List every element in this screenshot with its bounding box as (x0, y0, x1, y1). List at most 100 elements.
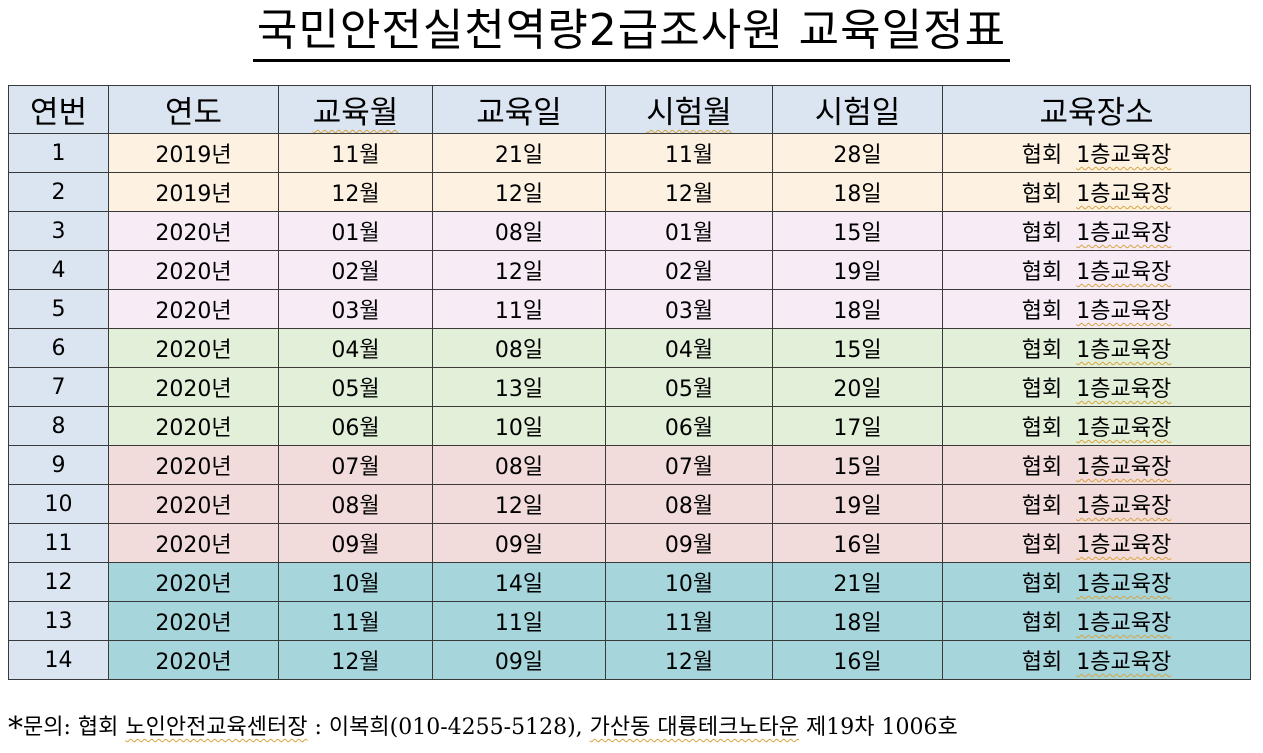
row-exam-month: 03월 (605, 289, 773, 329)
row-no: 3 (8, 211, 109, 251)
row-place: 협회 1층교육장 (942, 328, 1251, 368)
table-row: 12 2020년 10월 14일 10월 21일 협회 1층교육장 (8, 562, 1251, 602)
row-exam-day: 19일 (772, 484, 943, 524)
row-place: 협회 1층교육장 (942, 484, 1251, 524)
row-place-org: 협회 (1021, 377, 1063, 402)
row-edu-day: 09일 (432, 640, 606, 680)
row-place-org: 협회 (1021, 299, 1063, 324)
row-place-room: 1층교육장 (1076, 494, 1172, 519)
row-edu-month: 10월 (278, 562, 433, 602)
row-year: 2020년 (108, 289, 279, 329)
row-place-org: 협회 (1021, 494, 1063, 519)
row-place-room: 1층교육장 (1076, 455, 1172, 480)
row-edu-month: 02월 (278, 250, 433, 290)
row-no: 1 (8, 133, 109, 173)
row-edu-day: 12일 (432, 484, 606, 524)
note-label: 문의: 협회 (23, 715, 126, 740)
note-address: 제19차 1006호 (799, 715, 958, 740)
row-year: 2020년 (108, 328, 279, 368)
row-edu-month: 05월 (278, 367, 433, 407)
table-row: 4 2020년 02월 12일 02월 19일 협회 1층교육장 (8, 250, 1251, 290)
row-place-org: 협회 (1021, 338, 1063, 363)
row-no: 13 (8, 601, 109, 641)
table-row: 9 2020년 07월 08일 07월 15일 협회 1층교육장 (8, 445, 1251, 485)
row-exam-day: 15일 (772, 445, 943, 485)
row-exam-month: 05월 (605, 367, 773, 407)
header-exam-day: 시험일 (772, 85, 943, 134)
row-exam-day: 19일 (772, 250, 943, 290)
row-no: 4 (8, 250, 109, 290)
row-place-room: 1층교육장 (1076, 377, 1172, 402)
row-exam-month: 11월 (605, 133, 773, 173)
row-exam-day: 18일 (772, 601, 943, 641)
row-place: 협회 1층교육장 (942, 367, 1251, 407)
row-edu-month: 06월 (278, 406, 433, 446)
row-place-room: 1층교육장 (1076, 182, 1172, 207)
row-place-org: 협회 (1021, 182, 1063, 207)
row-exam-month: 08월 (605, 484, 773, 524)
row-edu-month: 12월 (278, 172, 433, 212)
row-exam-month: 07월 (605, 445, 773, 485)
row-place-org: 협회 (1021, 611, 1063, 636)
row-edu-day: 14일 (432, 562, 606, 602)
row-exam-day: 15일 (772, 211, 943, 251)
row-year: 2019년 (108, 172, 279, 212)
table-row: 1 2019년 11월 21일 11월 28일 협회 1층교육장 (8, 133, 1251, 173)
row-place-org: 협회 (1021, 221, 1063, 246)
row-year: 2020년 (108, 445, 279, 485)
row-exam-day: 20일 (772, 367, 943, 407)
header-place: 교육장소 (942, 85, 1251, 134)
row-edu-month: 01월 (278, 211, 433, 251)
row-edu-day: 12일 (432, 172, 606, 212)
row-place-org: 협회 (1021, 650, 1063, 675)
row-edu-month: 11월 (278, 133, 433, 173)
row-exam-month: 06월 (605, 406, 773, 446)
row-year: 2020년 (108, 250, 279, 290)
row-place: 협회 1층교육장 (942, 211, 1251, 251)
row-place-org: 협회 (1021, 572, 1063, 597)
row-edu-day: 09일 (432, 523, 606, 563)
table-row: 11 2020년 09월 09일 09월 16일 협회 1층교육장 (8, 523, 1251, 563)
row-no: 2 (8, 172, 109, 212)
table-row: 6 2020년 04월 08일 04월 15일 협회 1층교육장 (8, 328, 1251, 368)
row-place: 협회 1층교육장 (942, 445, 1251, 485)
header-edu-month: 교육월 (278, 85, 433, 134)
row-year: 2020년 (108, 562, 279, 602)
row-edu-month: 04월 (278, 328, 433, 368)
row-no: 9 (8, 445, 109, 485)
row-exam-day: 28일 (772, 133, 943, 173)
row-exam-month: 01월 (605, 211, 773, 251)
note-star: * (8, 711, 23, 746)
row-place-org: 협회 (1021, 416, 1063, 441)
row-edu-day: 08일 (432, 445, 606, 485)
row-place: 협회 1층교육장 (942, 289, 1251, 329)
header-edu-day: 교육일 (432, 85, 606, 134)
row-edu-day: 13일 (432, 367, 606, 407)
table-row: 2 2019년 12월 12일 12월 18일 협회 1층교육장 (8, 172, 1251, 212)
row-exam-month: 09월 (605, 523, 773, 563)
row-exam-month: 11월 (605, 601, 773, 641)
row-no: 10 (8, 484, 109, 524)
row-exam-month: 02월 (605, 250, 773, 290)
row-edu-day: 12일 (432, 250, 606, 290)
row-edu-month: 09월 (278, 523, 433, 563)
row-year: 2020년 (108, 367, 279, 407)
row-no: 14 (8, 640, 109, 680)
row-exam-day: 15일 (772, 328, 943, 368)
row-year: 2020년 (108, 640, 279, 680)
row-no: 12 (8, 562, 109, 602)
row-no: 8 (8, 406, 109, 446)
row-exam-month: 10월 (605, 562, 773, 602)
row-place-org: 협회 (1021, 533, 1063, 558)
row-year: 2020년 (108, 523, 279, 563)
header-year: 연도 (108, 85, 279, 134)
header-exam-month: 시험월 (605, 85, 773, 134)
row-no: 11 (8, 523, 109, 563)
row-year: 2020년 (108, 484, 279, 524)
row-exam-day: 17일 (772, 406, 943, 446)
row-edu-month: 11월 (278, 601, 433, 641)
row-place-room: 1층교육장 (1076, 299, 1172, 324)
table-row: 10 2020년 08월 12일 08월 19일 협회 1층교육장 (8, 484, 1251, 524)
row-place-room: 1층교육장 (1076, 221, 1172, 246)
page-title-text: 국민안전실천역량2급조사원 교육일정표 (252, 3, 1011, 62)
